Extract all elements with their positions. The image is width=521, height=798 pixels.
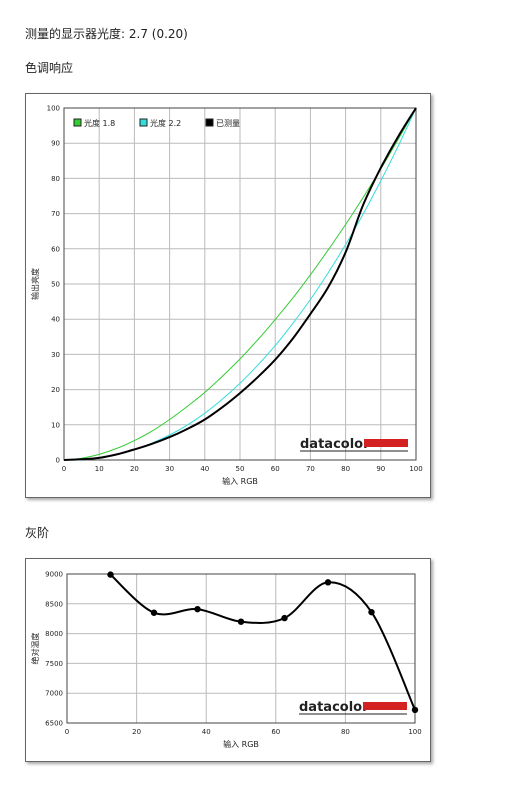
tone-y-tick-label: 90 (51, 140, 60, 148)
tone-y-tick-label: 70 (51, 210, 60, 218)
tone-x-axis-label: 输入 RGB (222, 476, 258, 486)
gray-x-tick-label: 100 (408, 728, 421, 736)
gray-x-tick-label: 40 (202, 728, 211, 736)
gray-data-point (411, 706, 419, 714)
grayscale-chart: 0 20 40 60 80 100 6500 7000 7500 8000 8500 9000 输入 R… (30, 571, 422, 750)
gray-data-point (107, 571, 114, 578)
tone-legend-swatch (205, 118, 214, 127)
tone-y-tick-label: 0 (56, 457, 60, 465)
gray-y-tick-label: 8000 (45, 630, 63, 638)
gray-section-title: 灰阶 (25, 526, 50, 540)
tone-x-tick-label: 80 (341, 465, 350, 473)
gray-x-axis-label: 输入 RGB (223, 739, 259, 749)
tone-y-tick-label: 20 (51, 386, 60, 394)
tone-logo-bar (364, 439, 408, 447)
gray-y-tick-label: 7000 (45, 690, 63, 698)
gray-data-point (150, 609, 158, 616)
tone-y-tick-label: 60 (51, 245, 60, 253)
tone-section-title: 色调响应 (25, 61, 74, 75)
tone-x-tick-label: 100 (409, 465, 422, 473)
gray-series-line (109, 573, 416, 711)
gray-x-tick-label: 60 (271, 728, 280, 736)
gamma-measurement: 测量的显示器光度: 2.7 (0.20) (25, 25, 188, 42)
gray-data-point (281, 614, 288, 622)
gray-y-axis-label: 绝对温度 (30, 633, 40, 665)
tone-response-chart: 0 10 20 30 40 50 60 70 80 90 100 0 10 20 30 40 50 60 70 80 9… (30, 105, 423, 487)
tone-legend-label: 光度 1.8 (84, 118, 115, 128)
tone-y-tick-label: 30 (51, 351, 60, 359)
tone-response-panel: 0 10 20 30 40 50 60 70 80 90 100 0 10 20 30 40 50 60 70 80 9… (25, 93, 431, 498)
gray-y-tick-label: 6500 (45, 720, 63, 728)
gray-data-point (324, 579, 332, 586)
gray-x-tick-label: 0 (65, 728, 69, 736)
tone-x-tick-label: 0 (62, 465, 66, 473)
tone-legend-label: 光度 2.2 (150, 118, 181, 128)
gray-data-point (237, 618, 245, 625)
gamma-value: 2.7 (0.20) (128, 27, 188, 41)
tone-series-line (63, 107, 417, 461)
tone-legend-label: 已测量 (216, 119, 240, 128)
tone-y-tick-label: 50 (51, 281, 60, 289)
tone-logo-text: datacolor (300, 437, 370, 452)
tone-legend-swatch (73, 118, 82, 127)
tone-x-tick-label: 20 (130, 465, 139, 473)
gray-plot-frame (66, 573, 416, 724)
tone-x-tick-label: 40 (200, 465, 209, 473)
gray-y-tick-label: 8500 (45, 600, 63, 608)
gray-data-point (194, 605, 201, 613)
tone-legend-swatch (139, 118, 148, 127)
gray-logo-text: datacolor (299, 700, 369, 715)
tone-x-tick-label: 10 (95, 465, 104, 473)
tone-plot-frame (63, 107, 417, 461)
grayscale-panel: 0 20 40 60 80 100 6500 7000 7500 8000 8500 9000 输入 R… (25, 558, 431, 762)
gray-x-tick-label: 80 (341, 728, 350, 736)
tone-y-tick-label: 80 (51, 175, 60, 183)
tone-x-tick-label: 90 (376, 465, 385, 473)
tone-x-tick-label: 50 (236, 465, 245, 473)
gray-y-tick-label: 9000 (45, 571, 63, 579)
tone-y-tick-label: 10 (51, 421, 60, 429)
tone-y-tick-label: 100 (47, 105, 60, 113)
tone-x-tick-label: 60 (271, 465, 280, 473)
gray-logo-bar (363, 702, 407, 710)
gray-x-tick-label: 20 (132, 728, 141, 736)
tone-y-axis-label: 输出亮度 (30, 268, 40, 300)
gamma-label: 测量的显示器光度: (25, 27, 126, 41)
tone-y-tick-label: 40 (51, 316, 60, 324)
gray-y-tick-label: 7500 (45, 660, 63, 668)
tone-x-tick-label: 70 (306, 465, 315, 473)
gray-data-point (368, 608, 375, 616)
tone-x-tick-label: 30 (165, 465, 174, 473)
tone-series-line (63, 107, 417, 461)
